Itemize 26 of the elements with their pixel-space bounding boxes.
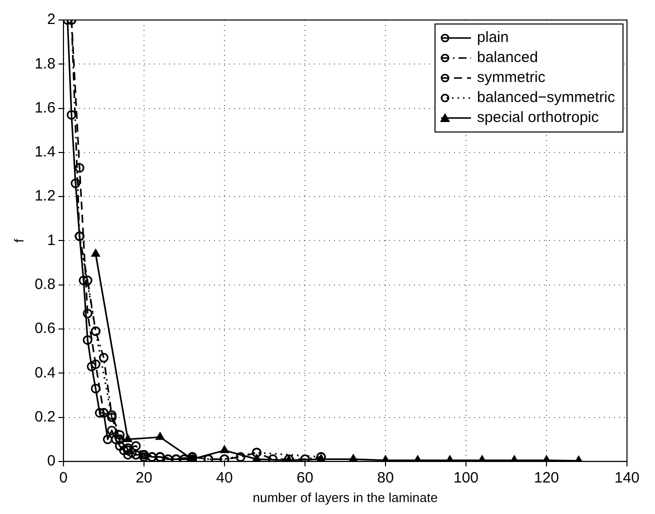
x-tick-label: 0 [59, 470, 68, 487]
x-tick-label: 80 [377, 470, 394, 487]
y-tick-label: 0.4 [34, 364, 56, 382]
y-tick-label: 1 [47, 232, 56, 249]
legend-label: special orthotropic [477, 109, 600, 126]
x-tick-label: 20 [136, 470, 152, 487]
x-axis-title: number of layers in the laminate [252, 490, 438, 505]
y-tick-label: 0.6 [34, 320, 56, 338]
y-tick-label: 1.6 [34, 99, 56, 116]
x-tick-label: 100 [453, 470, 478, 487]
x-tick-label: 40 [216, 470, 233, 487]
y-tick-label: 0.2 [34, 408, 56, 426]
x-tick-label: 60 [296, 470, 314, 487]
x-tick-label: 140 [614, 470, 640, 487]
y-tick-label: 2 [47, 11, 56, 28]
y-tick-label: 0 [47, 452, 56, 470]
legend-label: plain [477, 29, 509, 46]
legend-label: symmetric [477, 69, 546, 86]
legend-label: balanced [477, 49, 538, 66]
x-tick-label: 120 [534, 470, 560, 487]
y-axis-title: f [11, 238, 26, 243]
y-tick-label: 0.8 [34, 276, 56, 293]
y-tick-label: 1.8 [34, 55, 56, 72]
y-tick-label: 1.2 [34, 188, 56, 205]
y-tick-label: 1.4 [34, 144, 56, 161]
legend-label: balanced−symmetric [477, 89, 616, 106]
